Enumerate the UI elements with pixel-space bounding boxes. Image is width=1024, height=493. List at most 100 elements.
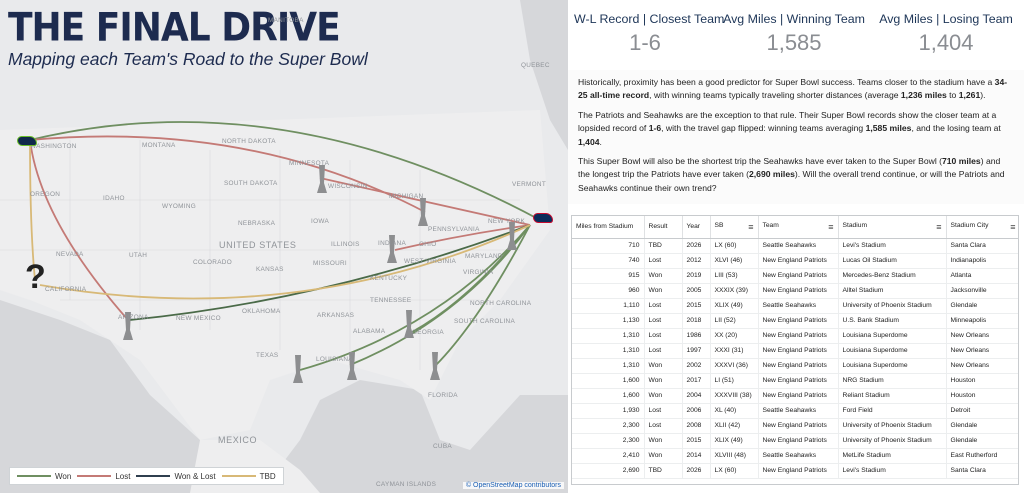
column-menu-icon[interactable]: ≡ [748,221,754,232]
table-cell: Houston [946,388,1018,404]
map-label-nevada: NEVADA [56,251,84,258]
map-label-mexico: MEXICO [218,435,258,445]
column-header-stadium-city[interactable]: Stadium City ≡ [946,216,1018,239]
table-row[interactable]: 2,300 Lost 2008 XLII (42) New England Patrio… [572,418,1018,434]
map-label-oklahoma: OKLAHOMA [242,308,281,315]
table-cell: New England Patriots [758,343,839,359]
table-cell: TBD [644,463,683,479]
map-label-montana: MONTANA [142,142,176,149]
column-menu-icon[interactable]: ≡ [936,221,942,232]
column-header-team[interactable]: Team ≡ [758,216,839,239]
column-header-result[interactable]: Result [644,216,683,239]
table-cell: 1,600 [572,388,645,404]
table-cell: 1,110 [572,298,645,314]
legend-item-won: Won [17,472,71,481]
table-cell: New England Patriots [758,433,839,449]
table-cell: 2026 [682,238,711,254]
table-cell: Seattle Seahawks [758,448,839,464]
map-label-oregon: OREGON [30,191,61,198]
column-menu-icon[interactable]: ≡ [1010,221,1016,232]
map-label-iowa: IOWA [311,218,330,225]
table-cell: Lost [644,343,683,359]
table-cell: Seattle Seahawks [758,403,839,419]
kpi-wl-record: W-L Record | Closest Team 1-6 [574,12,724,56]
map-label-indiana: INDIANA [378,240,407,247]
table-row[interactable]: 1,310 Won 2002 XXXVI (36) New England Patrio… [572,358,1018,374]
trophy-markers [123,165,517,383]
table-cell: Glendale [946,298,1018,314]
table-cell: 1,310 [572,358,645,374]
table-cell: Won [644,373,683,389]
table-cell: 1,310 [572,343,645,359]
table-row[interactable]: 710 TBD 2026 LX (60) Seattle Seahawks Levi's … [572,238,1018,254]
table-row[interactable]: 740 Lost 2012 XLVI (46) New England Patriots… [572,253,1018,269]
table-cell: Seattle Seahawks [758,298,839,314]
table-row[interactable]: 1,600 Won 2017 LI (51) New England Patriots N… [572,373,1018,389]
table-cell: Reliant Stadium [838,388,947,404]
table-row[interactable]: 1,130 Lost 2018 LII (52) New England Patriot… [572,313,1018,329]
table-cell: 960 [572,283,645,299]
table-row[interactable]: 2,300 Won 2015 XLIX (49) New England Patriot… [572,433,1018,449]
map-attribution[interactable]: © OpenStreetMap contributors [462,482,564,489]
column-header-year[interactable]: Year [682,216,711,239]
table-cell: New Orleans [946,328,1018,344]
map-label-wyoming: WYOMING [162,203,197,210]
table-cell: XXXIX (39) [710,283,759,299]
table-cell: XLVIII (48) [710,448,759,464]
table-cell: New England Patriots [758,463,839,479]
table-row[interactable]: 960 Won 2005 XXXIX (39) New England Patriots… [572,283,1018,299]
map-label-manitoba: MANITOBA [268,17,304,24]
table-cell: Won [644,448,683,464]
map-label-illinois: ILLINOIS [331,241,360,248]
column-header-sb[interactable]: SB ≡ [710,216,759,239]
table-cell: 2004 [682,388,711,404]
route-map[interactable]: THE FINAL DRIVE Mapping each Team's Road… [0,0,568,493]
openstreetmap-link[interactable]: © OpenStreetMap contributors [465,482,561,489]
legend-item-lost: Lost [77,472,130,481]
map-label-cuba: CUBA [433,443,452,450]
column-header-stadium[interactable]: Stadium ≡ [838,216,947,239]
table-row[interactable]: 1,310 Lost 1986 XX (20) New England Patriots… [572,328,1018,344]
table-cell: Atlanta [946,268,1018,284]
table-cell: 2,410 [572,448,645,464]
table-cell: 2008 [682,418,711,434]
table-cell: Won [644,433,683,449]
route-lost-seattle-detroit [29,135,426,213]
table-cell: Seattle Seahawks [758,238,839,254]
route-tbd-ne-santaclara [39,224,531,300]
legend-item-tbd: TBD [221,472,276,481]
table-cell: Jacksonville [946,283,1018,299]
trophy-icon [387,235,397,263]
table-cell: XXXVI (36) [710,358,759,374]
trophy-icon [404,310,414,338]
map-label-washington: WASHINGTON [30,143,77,150]
column-menu-icon[interactable]: ≡ [828,221,834,232]
map-label-ohio: OHIO [419,241,437,248]
table-cell: 2015 [682,433,711,449]
table-row[interactable]: 1,930 Lost 2006 XL (40) Seattle Seahawks Ford… [572,403,1018,419]
table-cell: Lucas Oil Stadium [838,253,947,269]
table-cell: Lost [644,418,683,434]
route-won-ne-atlanta [411,224,531,333]
table-row[interactable]: 1,310 Lost 1997 XXXI (31) New England Patrio… [572,343,1018,359]
table-cell: XX (20) [710,328,759,344]
table-row[interactable]: 1,110 Lost 2015 XLIX (49) Seattle Seahawks Un… [572,298,1018,314]
table-row[interactable]: 2,410 Won 2014 XLVIII (48) Seattle Seahawks M… [572,448,1018,464]
table-cell: Indianapolis [946,253,1018,269]
map-label-georgia: GEORGIA [412,329,444,336]
map-label-virginia: VIRGINIA [463,269,494,276]
table-row[interactable]: 1,600 Won 2004 XXXVIII (38) New England Patr… [572,388,1018,404]
table-cell: LX (60) [710,463,759,479]
super-bowl-table[interactable]: Miles from Stadium Result Year SB ≡ Team ≡… [571,215,1019,485]
narrative-paragraph: The Patriots and Seahawks are the except… [578,109,1001,147]
map-label-texas: TEXAS [256,352,279,359]
map-canvas[interactable] [0,0,568,493]
table-cell: Louisiana Superdome [838,358,947,374]
table-header-row: Miles from Stadium Result Year SB ≡ Team ≡… [572,216,1018,239]
column-header-miles[interactable]: Miles from Stadium [572,216,645,239]
table-cell: New Orleans [946,343,1018,359]
table-row[interactable]: 915 Won 2019 LIII (53) New England Patriots M… [572,268,1018,284]
map-title: THE FINAL DRIVE [8,6,341,51]
table-cell: XXXVIII (38) [710,388,759,404]
table-row[interactable]: 2,690 TBD 2026 LX (60) New England Patriots L… [572,463,1018,479]
